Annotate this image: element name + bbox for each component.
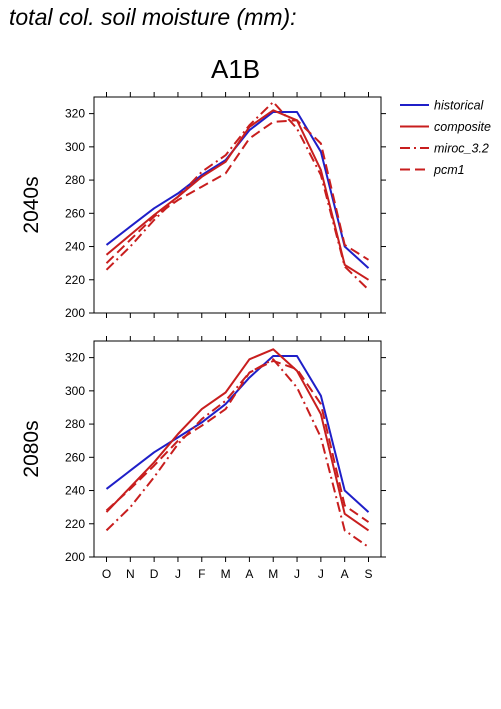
series-line-composite [105, 348, 370, 532]
y-tick-label: 320 [65, 351, 85, 365]
legend-label: pcm1 [433, 163, 465, 177]
series-line-miroc-3-2 [105, 101, 370, 291]
series-line-composite [105, 109, 370, 281]
y-tick-label: 280 [65, 417, 85, 431]
x-tick-label: F [198, 567, 205, 581]
y-tick-label: 300 [65, 384, 85, 398]
y-tick-label: 200 [65, 306, 85, 320]
x-tick-label: A [341, 567, 349, 581]
figure-title: total col. soil moisture (mm): [9, 4, 297, 30]
y-tick-label: 260 [65, 450, 85, 464]
series-line-pcm1 [105, 119, 370, 264]
legend-label: historical [434, 99, 485, 113]
panel-label: 2040s [20, 176, 43, 233]
legend: historical composite miroc_3.2 pcm1 [400, 99, 491, 177]
y-tick-label: 240 [65, 484, 85, 498]
series-line-pcm1 [105, 359, 370, 523]
y-tick-label: 200 [65, 550, 85, 564]
y-tick-label: 280 [65, 173, 85, 187]
x-tick-label: J [318, 567, 324, 581]
x-tick-label: M [221, 567, 231, 581]
x-tick-label: J [294, 567, 300, 581]
y-tick-label: 260 [65, 206, 85, 220]
plot-frame [93, 96, 382, 314]
x-tick-label: D [150, 567, 159, 581]
scenario-title: A1B [211, 54, 261, 84]
panel-label: 2080s [20, 420, 43, 477]
y-tick-label: 300 [65, 140, 85, 154]
panel-2040s: 200 220 240 260 280 300 320 2040s [20, 92, 386, 320]
series-line-miroc-3-2 [105, 358, 370, 548]
y-tick-label: 320 [65, 107, 85, 121]
y-tick-label: 220 [65, 517, 85, 531]
x-tick-label: J [175, 567, 181, 581]
legend-label: composite [434, 120, 491, 134]
legend-label: miroc_3.2 [434, 142, 489, 156]
x-tick-label: S [364, 567, 372, 581]
x-tick-label: A [245, 567, 253, 581]
series-line-historical [105, 111, 370, 269]
plot-frame [93, 340, 382, 558]
x-tick-label: O [102, 567, 111, 581]
x-tick-label: M [268, 567, 278, 581]
series-line-historical [105, 355, 370, 513]
y-tick-label: 240 [65, 240, 85, 254]
y-tick-label: 220 [65, 273, 85, 287]
x-tick-label: N [126, 567, 135, 581]
